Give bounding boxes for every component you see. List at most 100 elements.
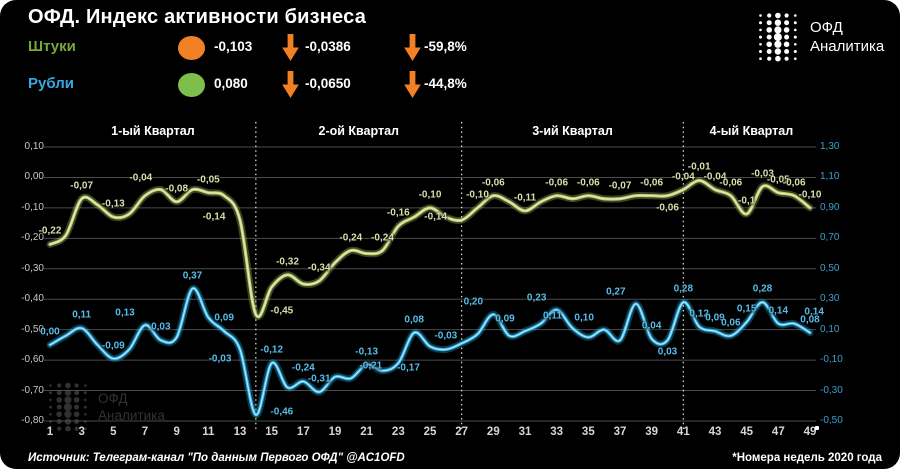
x-axis-tick: 11 [202,426,215,438]
data-point-label: 0,11 [543,310,562,322]
data-point-label: 0,12 [689,308,709,320]
data-point-label: -0,03 [434,330,458,342]
x-axis-tick: 17 [296,426,310,438]
brand-logo-line1: ОФД [810,19,843,36]
footnote-marker [815,426,819,430]
value-shtuki: -0,103 [214,39,253,54]
data-point-label: -0,24 [371,232,394,243]
data-point-label: -0,06 [545,177,569,189]
delta-shtuki: -0,0386 [305,39,351,54]
data-point-label: -0,13 [355,346,379,358]
data-point-label: -0,04 [671,171,695,183]
x-axis-tick: 35 [581,426,595,438]
data-point-label: 0,08 [404,314,424,326]
data-point-label: 0,00 [40,326,60,338]
x-axis-tick: 15 [265,426,279,438]
brand-logo-line2: Аналитика [810,38,885,55]
data-point-label: -0,46 [270,406,294,418]
data-point-label: 0,09 [705,312,725,324]
data-point-label: 0,11 [72,309,92,321]
data-point-label: -0,17 [397,362,420,374]
x-axis-tick: 39 [645,426,659,438]
left-axis-tick: 0,00 [24,171,44,183]
x-axis-tick: 37 [613,426,627,438]
data-point-label: 0,28 [673,283,694,295]
data-point-label: -0,03 [208,353,232,365]
data-point-label: -0,09 [101,340,125,352]
left-axis-tick: -0,10 [21,201,44,213]
legend-row-shtuki: Штуки -0,103 -0,0386 -59,8% [28,34,498,62]
legend-label-shtuki: Штуки [28,38,76,55]
data-point-label: -0,45 [270,305,294,317]
data-point-label: 0,15 [736,303,757,315]
data-point-label: -0,05 [766,174,790,186]
watermark-text: ОФД Аналитика [98,390,165,424]
x-axis-tick: 31 [518,426,532,438]
data-point-label: -0,10 [798,189,822,201]
status-dot-shtuki [178,36,205,60]
watermark-line2: Аналитика [98,408,165,423]
weeks-footnote: *Номера недель 2020 года [732,452,882,464]
x-axis-tick: 25 [423,426,437,438]
left-axis-tick: -0,30 [21,262,44,274]
series-line-core [49,287,811,416]
x-axis-tick: 45 [740,426,754,438]
data-point-label: -0,11 [513,192,537,204]
source-note: Источник: Телеграм-канал "По данным Перв… [28,452,405,464]
right-axis-tick: -0,10 [820,354,843,366]
brand-logo: ОФД Аналитика [756,11,884,63]
series-line [48,178,812,319]
page-title: ОФД. Индекс активности бизнеса [28,6,367,28]
data-point-label: -0,04 [129,172,153,184]
x-axis-tick: 27 [455,426,469,438]
x-axis-tick: 23 [391,426,405,438]
right-axis-tick: 1,30 [820,141,840,152]
data-point-label: 0,20 [463,296,484,308]
x-axis-tick: 33 [550,426,564,438]
data-point-label: -0,1 [738,195,756,207]
legend-label-rubli: Рубли [28,75,74,92]
series-line-core [49,179,811,318]
value-rubli: 0,080 [214,76,248,91]
down-arrow-icon [282,34,299,61]
right-axis-tick: 0,50 [820,262,840,274]
data-point-label: 0,03 [151,321,171,333]
quarter-title: 3-ий Квартал [532,124,613,138]
data-point-label: 0,23 [526,292,547,304]
data-point-label: -0,06 [640,177,664,189]
data-point-label: -0,07 [70,180,94,192]
right-axis-tick: 0,30 [820,293,840,305]
data-point-label: 0,08 [800,314,820,326]
right-axis-tick: -0,30 [820,384,843,396]
watermark-dots-icon [46,381,90,433]
x-axis-tick: 9 [173,426,180,438]
data-point-label: -0,21 [359,360,383,372]
data-point-label: 0,27 [606,286,626,298]
data-point-label: -0,10 [466,189,489,201]
data-point-label: -0,16 [386,207,410,219]
data-point-label: -0,10 [418,189,442,201]
data-point-label: -0,08 [165,183,189,195]
x-axis-tick: 1 [46,426,54,438]
delta-rubli: -0,0650 [305,76,351,91]
data-point-label: -0,34 [307,262,331,274]
watermark-line1: ОФД [98,391,128,406]
data-point-label: -0,14 [424,211,448,223]
brand-logo-text: ОФД Аналитика [810,18,884,56]
quarter-title: 2-ой Квартал [318,124,400,138]
data-point-label: -0,31 [307,373,331,385]
status-dot-rubli [178,73,205,97]
data-point-label: -0,06 [782,177,806,189]
dot-matrix [49,382,87,432]
right-axis-tick: 1,10 [820,171,840,183]
left-axis-tick: -0,50 [21,323,44,335]
brand-logo-dots-icon [756,11,800,63]
x-axis-tick: 41 [676,426,690,438]
data-point-label: -0,03 [751,168,774,180]
right-axis-tick: -0,50 [820,415,843,426]
dot-matrix [759,12,797,62]
data-point-label: -0,01 [687,161,711,173]
down-arrow-icon [404,71,421,98]
